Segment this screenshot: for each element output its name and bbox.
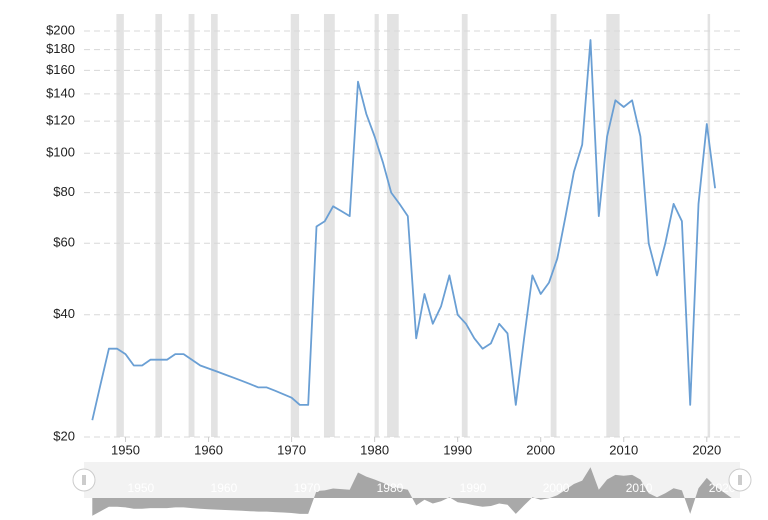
navigator-handle[interactable] <box>728 468 752 492</box>
recession-band <box>155 14 163 437</box>
y-tick-label: $180 <box>46 41 75 56</box>
recession-band <box>211 14 218 437</box>
navigator-label: 1970 <box>294 481 321 495</box>
x-tick-label: 1980 <box>360 442 389 457</box>
navigator-handle[interactable] <box>72 468 96 492</box>
navigator-label: 2020 <box>709 481 736 495</box>
y-tick-label: $20 <box>53 428 75 443</box>
recession-band <box>323 14 335 437</box>
y-tick-label: $80 <box>53 184 75 199</box>
x-tick-label: 1950 <box>111 442 140 457</box>
recession-band <box>461 14 468 437</box>
y-tick-label: $200 <box>46 22 75 37</box>
navigator-label: 1990 <box>460 481 487 495</box>
navigator-label: 2010 <box>626 481 653 495</box>
recession-band <box>550 14 557 437</box>
navigator-area <box>92 467 732 516</box>
recession-band <box>606 14 620 437</box>
recession-band <box>290 14 300 437</box>
recession-band <box>116 14 124 437</box>
recession-band <box>374 14 379 437</box>
navigator-label: 2000 <box>543 481 570 495</box>
y-tick-label: $120 <box>46 113 75 128</box>
x-tick-label: 2010 <box>609 442 638 457</box>
x-tick-label: 1960 <box>194 442 223 457</box>
navigator-label: 1980 <box>377 481 404 495</box>
recession-band <box>387 14 399 437</box>
y-tick-label: $140 <box>46 85 75 100</box>
recession-band <box>188 14 195 437</box>
x-tick-label: 2020 <box>692 442 721 457</box>
navigator-label: 1950 <box>128 481 155 495</box>
x-tick-label: 2000 <box>526 442 555 457</box>
y-tick-label: $60 <box>53 235 75 250</box>
recession-band <box>707 14 711 437</box>
x-tick-label: 1990 <box>443 442 472 457</box>
series-line <box>91 39 716 421</box>
y-tick-label: $160 <box>46 62 75 77</box>
y-tick-label: $40 <box>53 306 75 321</box>
navigator-label: 1960 <box>211 481 238 495</box>
x-tick-label: 1970 <box>277 442 306 457</box>
y-tick-label: $100 <box>46 145 75 160</box>
